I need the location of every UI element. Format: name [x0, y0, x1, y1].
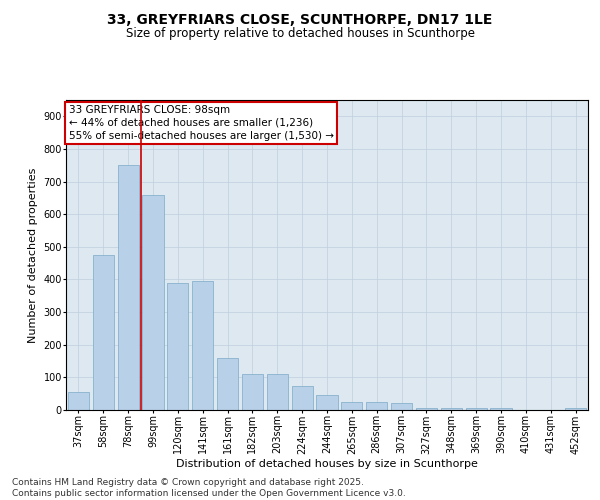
Text: 33 GREYFRIARS CLOSE: 98sqm
← 44% of detached houses are smaller (1,236)
55% of s: 33 GREYFRIARS CLOSE: 98sqm ← 44% of deta…: [68, 104, 334, 141]
Bar: [217, 358, 238, 410]
Bar: [466, 408, 487, 410]
Text: Contains HM Land Registry data © Crown copyright and database right 2025.
Contai: Contains HM Land Registry data © Crown c…: [12, 478, 406, 498]
Text: Size of property relative to detached houses in Scunthorpe: Size of property relative to detached ho…: [125, 28, 475, 40]
Bar: [416, 408, 437, 410]
Bar: [93, 255, 114, 410]
Bar: [341, 402, 362, 410]
Bar: [192, 281, 213, 410]
Bar: [441, 408, 462, 410]
X-axis label: Distribution of detached houses by size in Scunthorpe: Distribution of detached houses by size …: [176, 459, 478, 469]
Bar: [242, 374, 263, 410]
Bar: [366, 402, 387, 410]
Bar: [391, 404, 412, 410]
Text: 33, GREYFRIARS CLOSE, SCUNTHORPE, DN17 1LE: 33, GREYFRIARS CLOSE, SCUNTHORPE, DN17 1…: [107, 12, 493, 26]
Bar: [565, 408, 586, 410]
Bar: [68, 392, 89, 410]
Bar: [316, 396, 338, 410]
Bar: [490, 408, 512, 410]
Bar: [142, 194, 164, 410]
Bar: [292, 386, 313, 410]
Bar: [167, 282, 188, 410]
Bar: [267, 374, 288, 410]
Bar: [118, 166, 139, 410]
Y-axis label: Number of detached properties: Number of detached properties: [28, 168, 38, 342]
